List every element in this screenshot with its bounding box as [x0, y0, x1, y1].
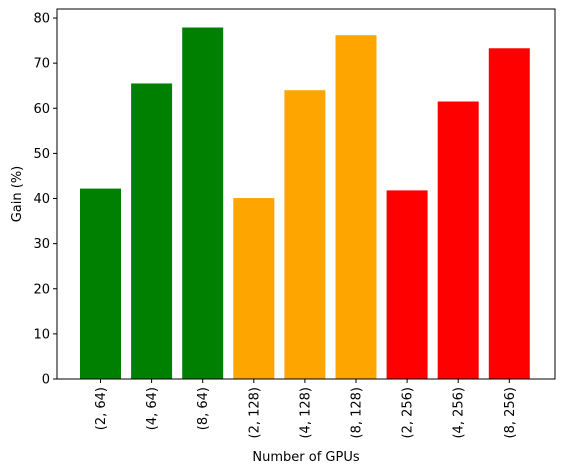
x-tick-label: (2, 128) — [247, 387, 262, 439]
bar — [80, 188, 121, 379]
x-tick-label: (2, 64) — [94, 387, 109, 430]
bar — [437, 101, 479, 379]
x-axis-ticks: (2, 64) (4, 64) (8, 64) (2, 128) (4, 128) (8,… — [94, 379, 518, 439]
bars-group — [80, 27, 530, 380]
y-tick-label: 30 — [33, 237, 50, 252]
bar — [488, 48, 530, 379]
bar — [131, 83, 173, 379]
y-tick-label: 50 — [33, 147, 50, 162]
y-tick-label: 20 — [33, 282, 50, 297]
bar — [182, 27, 224, 379]
y-tick-label: 40 — [33, 192, 50, 207]
x-tick-label: (8, 128) — [350, 387, 365, 439]
x-tick-label: (8, 256) — [503, 387, 518, 439]
x-tick-label: (8, 64) — [196, 387, 211, 430]
y-tick-label: 0 — [42, 373, 50, 388]
bar — [386, 190, 428, 379]
bar — [284, 90, 326, 379]
bar — [233, 198, 275, 379]
y-axis-ticks: 0 10 20 30 40 50 60 70 80 — [33, 12, 57, 388]
x-tick-label: (4, 128) — [298, 387, 313, 439]
plot-frame — [56, 8, 556, 380]
y-tick-label: 70 — [33, 57, 50, 72]
bar — [335, 35, 377, 380]
x-tick-label: (4, 64) — [145, 387, 160, 430]
x-tick-label: (2, 256) — [401, 387, 416, 439]
y-tick-label: 80 — [33, 12, 50, 27]
y-tick-label: 60 — [33, 102, 50, 117]
y-tick-label: 10 — [33, 327, 50, 342]
x-axis-label: Number of GPUs — [252, 450, 359, 465]
y-axis-label: Gain (%) — [10, 166, 25, 223]
x-tick-label: (4, 256) — [452, 387, 467, 439]
